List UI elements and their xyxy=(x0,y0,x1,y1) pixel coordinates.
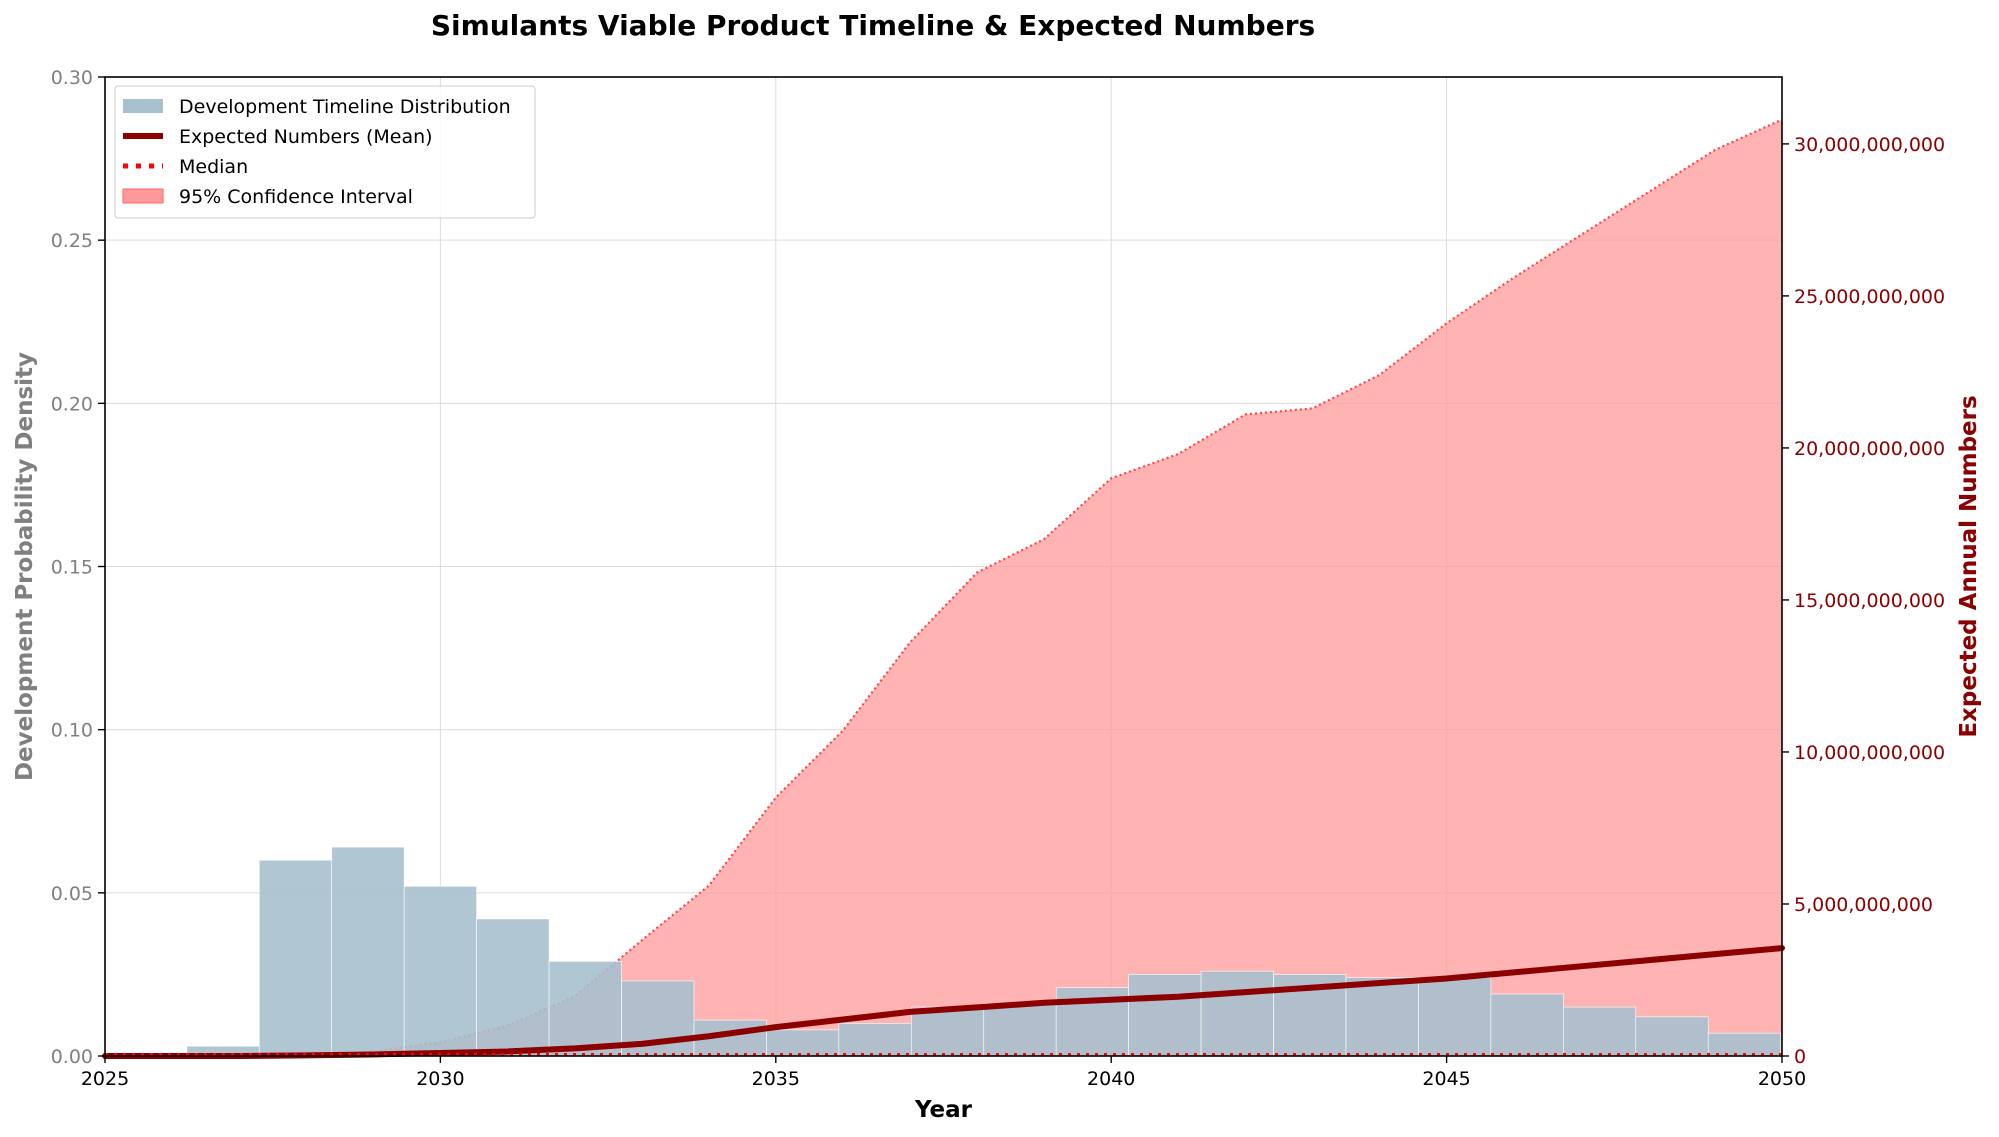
histogram-bar xyxy=(1128,974,1202,1057)
y-right-tick-label: 5,000,000,000 xyxy=(1794,894,1933,916)
x-tick-label: 2040 xyxy=(1087,1068,1135,1090)
histogram-bar xyxy=(983,1003,1057,1057)
histogram-bar xyxy=(1200,970,1274,1057)
y-axis-right: 0 5,000,000,000 10,000,000,000 15,000,000,0… xyxy=(1782,134,1945,1068)
legend-box xyxy=(114,85,536,219)
histogram-bar xyxy=(476,918,550,1057)
histogram-bar xyxy=(1635,1016,1709,1057)
y-left-tick-label: 0.15 xyxy=(51,557,93,579)
y-right-tick-label: 10,000,000,000 xyxy=(1794,742,1945,764)
legend: Development Timeline Distribution Expecte… xyxy=(114,85,536,219)
legend-label: 95% Confidence Interval xyxy=(179,186,413,208)
confidence-interval-area xyxy=(105,119,1782,1057)
histogram-bar xyxy=(693,1019,767,1057)
histogram-bar xyxy=(258,859,333,1057)
histogram-bar xyxy=(548,961,622,1057)
y-right-tick-label: 25,000,000,000 xyxy=(1794,286,1945,308)
x-tick-label: 2030 xyxy=(416,1068,464,1090)
y-left-tick-label: 0.20 xyxy=(51,393,93,415)
confidence-interval-layer xyxy=(105,118,1783,1058)
legend-label: Expected Numbers (Mean) xyxy=(179,126,433,148)
line-layer xyxy=(102,945,1785,1059)
legend-swatch xyxy=(122,188,164,204)
histogram-bar xyxy=(838,1023,912,1057)
y-left-tick-label: 0.05 xyxy=(51,883,93,905)
y-axis-left: 0.00 0.05 0.10 0.15 0.20 0.25 0.30 xyxy=(51,67,105,1068)
histogram-bar xyxy=(403,886,477,1057)
y-right-tick-label: 20,000,000,000 xyxy=(1794,438,1945,460)
y-left-tick-label: 0.10 xyxy=(51,720,93,742)
histogram-bar xyxy=(766,1029,840,1057)
y-left-tick-label: 0.25 xyxy=(51,230,93,252)
y-left-tick-label: 0.00 xyxy=(51,1046,93,1068)
histogram-bar xyxy=(1418,977,1492,1057)
x-tick-label: 2035 xyxy=(752,1068,800,1090)
x-tick-label: 2025 xyxy=(81,1068,129,1090)
chart-title: Simulants Viable Product Timeline & Expe… xyxy=(431,9,1315,42)
histogram-layer xyxy=(186,846,1781,1057)
y-right-tick-label: 15,000,000,000 xyxy=(1794,590,1945,612)
y-right-tick-label: 30,000,000,000 xyxy=(1794,134,1945,156)
legend-label: Median xyxy=(179,156,248,178)
y-axis-left-label: Development Probability Density xyxy=(12,352,38,781)
histogram-bar xyxy=(1345,977,1419,1057)
x-tick-label: 2045 xyxy=(1422,1068,1470,1090)
x-axis: 2025 2030 2035 2040 2045 2050 xyxy=(81,1056,1806,1090)
y-left-tick-label: 0.30 xyxy=(51,67,93,89)
legend-items: Development Timeline Distribution Expecte… xyxy=(122,96,511,208)
histogram-bar xyxy=(911,1006,985,1057)
x-tick-label: 2050 xyxy=(1758,1068,1806,1090)
y-axis-right-label: Expected Annual Numbers xyxy=(1956,395,1982,737)
histogram-bar xyxy=(1707,1032,1781,1057)
histogram-bar xyxy=(1490,993,1564,1057)
histogram-bar xyxy=(1563,1006,1637,1057)
y-right-tick-label: 0 xyxy=(1794,1046,1806,1068)
legend-label: Development Timeline Distribution xyxy=(179,96,511,118)
legend-swatch xyxy=(123,99,163,113)
x-axis-label: Year xyxy=(914,1097,973,1123)
histogram-bar xyxy=(331,846,405,1057)
